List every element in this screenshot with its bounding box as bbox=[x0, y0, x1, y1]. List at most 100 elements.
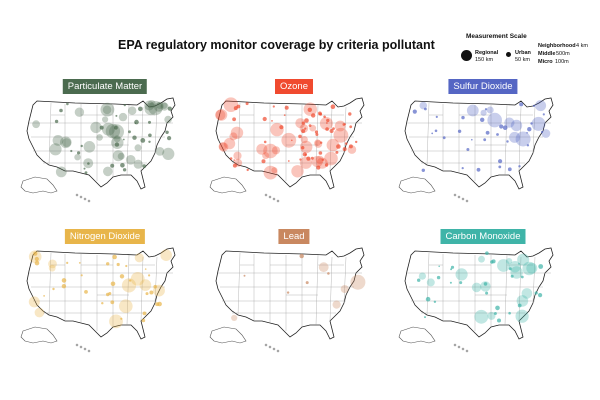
monitor-marker bbox=[461, 167, 464, 170]
hawaii-island bbox=[83, 347, 87, 351]
monitor-marker bbox=[431, 132, 434, 135]
monitor-marker bbox=[342, 147, 347, 152]
monitor-marker bbox=[471, 138, 473, 141]
monitor-marker bbox=[101, 302, 104, 305]
monitor-marker bbox=[299, 158, 302, 161]
monitor-marker bbox=[122, 138, 125, 141]
monitor-marker bbox=[518, 165, 521, 168]
monitor-marker bbox=[315, 133, 319, 136]
monitor-marker bbox=[418, 272, 426, 280]
monitor-marker bbox=[229, 132, 238, 141]
monitor-marker bbox=[125, 264, 128, 268]
monitor-marker bbox=[455, 268, 468, 281]
monitor-marker bbox=[141, 318, 146, 323]
monitor-marker bbox=[233, 151, 242, 160]
monitor-marker bbox=[326, 138, 340, 152]
monitor-marker bbox=[261, 159, 266, 164]
monitor-marker bbox=[412, 109, 417, 114]
monitor-marker bbox=[106, 262, 110, 266]
monitor-marker bbox=[471, 282, 482, 293]
monitor-marker bbox=[329, 129, 334, 133]
monitor-marker bbox=[162, 147, 175, 160]
monitor-marker bbox=[112, 150, 124, 162]
monitor-marker bbox=[340, 285, 349, 293]
monitor-marker bbox=[110, 163, 115, 168]
hawaii-island bbox=[268, 195, 272, 199]
monitor-marker bbox=[426, 278, 435, 287]
monitor-marker bbox=[60, 136, 72, 149]
monitor-marker bbox=[303, 102, 317, 116]
monitor-marker bbox=[519, 102, 524, 107]
monitor-marker bbox=[309, 124, 317, 132]
monitor-marker bbox=[332, 127, 335, 130]
monitor-marker bbox=[332, 300, 341, 309]
monitor-marker bbox=[103, 166, 113, 177]
monitor-marker bbox=[483, 282, 488, 286]
us-map bbox=[209, 97, 365, 203]
monitor-marker bbox=[499, 124, 504, 129]
monitor-marker bbox=[510, 119, 523, 132]
monitor-marker bbox=[78, 262, 81, 264]
monitor-marker bbox=[300, 140, 313, 154]
monitor-marker bbox=[526, 132, 528, 134]
monitor-marker bbox=[61, 278, 67, 283]
hawaii-island bbox=[79, 345, 83, 349]
legend-title: Measurement Scale bbox=[466, 33, 527, 40]
hawaii-island bbox=[272, 347, 276, 351]
monitor-marker bbox=[140, 138, 146, 143]
monitor-marker bbox=[491, 259, 496, 264]
hawaii-island bbox=[453, 343, 457, 347]
monitor-marker bbox=[336, 144, 341, 149]
state-border bbox=[518, 256, 522, 322]
monitor-marker bbox=[84, 171, 88, 174]
state-border bbox=[532, 256, 536, 304]
us-map bbox=[20, 97, 176, 203]
monitor-marker bbox=[96, 134, 103, 141]
monitor-marker bbox=[70, 149, 73, 153]
monitor-marker bbox=[424, 107, 427, 111]
monitor-marker bbox=[134, 253, 144, 263]
monitor-marker bbox=[466, 104, 479, 117]
hawaii-island bbox=[457, 195, 461, 199]
monitor-marker bbox=[301, 121, 305, 125]
monitor-marker bbox=[153, 284, 165, 297]
monitor-marker bbox=[231, 314, 238, 321]
monitor-marker bbox=[434, 129, 438, 133]
monitor-marker bbox=[245, 102, 249, 106]
monitor-marker bbox=[52, 287, 55, 291]
monitor-marker bbox=[84, 290, 88, 294]
monitor-marker bbox=[160, 102, 168, 109]
legend-urban-name: Urban bbox=[515, 50, 531, 56]
monitor-marker bbox=[530, 122, 533, 125]
monitor-marker bbox=[291, 165, 304, 178]
monitor-marker bbox=[450, 268, 453, 271]
monitor-marker bbox=[66, 102, 69, 106]
legend-urban-circle bbox=[506, 52, 511, 57]
monitor-marker bbox=[355, 140, 358, 144]
monitor-marker bbox=[498, 159, 503, 164]
monitor-marker bbox=[457, 129, 462, 133]
monitor-marker bbox=[283, 114, 286, 116]
figure-title: EPA regulatory monitor coverage by crite… bbox=[118, 38, 435, 52]
monitor-marker bbox=[34, 307, 45, 318]
monitor-marker bbox=[112, 254, 117, 260]
monitor-marker bbox=[301, 146, 305, 150]
monitor-marker bbox=[271, 120, 273, 122]
us-outline bbox=[215, 97, 365, 190]
monitor-marker bbox=[114, 142, 120, 147]
monitor-marker bbox=[485, 291, 489, 295]
monitor-marker bbox=[487, 311, 496, 320]
monitor-marker bbox=[232, 117, 236, 122]
monitor-marker bbox=[149, 290, 154, 295]
monitor-marker bbox=[132, 135, 137, 140]
monitor-marker bbox=[230, 126, 244, 139]
us-outline bbox=[404, 247, 554, 340]
monitor-marker bbox=[517, 303, 522, 308]
alaska-outline bbox=[209, 326, 247, 344]
state-border bbox=[315, 104, 319, 176]
monitor-marker bbox=[144, 100, 155, 111]
monitor-marker bbox=[495, 305, 500, 311]
hawaii-island bbox=[268, 345, 272, 349]
monitor-marker bbox=[105, 123, 121, 139]
monitor-marker bbox=[342, 123, 346, 126]
